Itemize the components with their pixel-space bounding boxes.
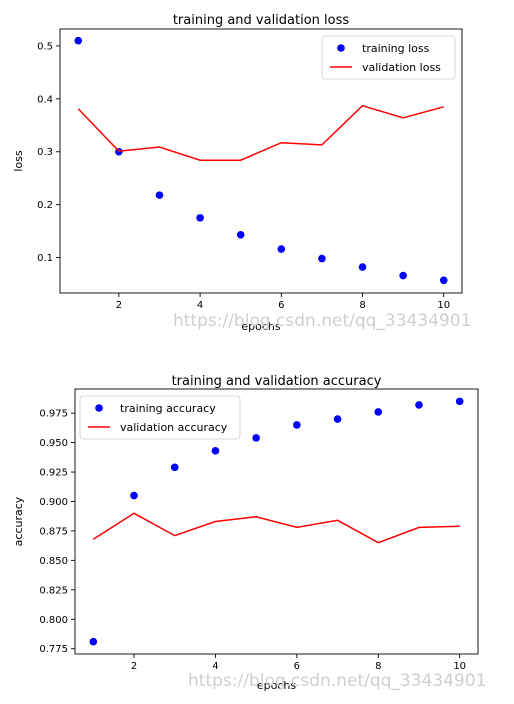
legend-box <box>79 395 241 440</box>
y-tick-label: 0.800 <box>39 615 68 626</box>
x-tick-label: 6 <box>278 300 284 311</box>
data-point <box>74 36 83 45</box>
y-tick-label: 0.1 <box>37 253 53 264</box>
data-point <box>455 397 464 406</box>
data-point <box>170 463 179 472</box>
series-line-validation-accuracy <box>92 512 460 544</box>
x-tick-label: 8 <box>359 300 365 311</box>
y-tick-label: 0.5 <box>37 41 53 52</box>
legend-dot-swatch <box>95 404 103 412</box>
x-tick-label: 10 <box>437 300 450 311</box>
data-point <box>374 408 383 416</box>
x-tick-label: 2 <box>116 300 122 311</box>
legend-dot-swatch <box>337 44 345 52</box>
legend-label: validation loss <box>362 61 441 74</box>
y-tick-label: 0.4 <box>37 94 53 105</box>
data-point <box>333 415 342 423</box>
data-point <box>89 637 98 646</box>
x-tick-label: 6 <box>294 661 300 672</box>
data-point <box>318 254 326 263</box>
data-point <box>277 245 286 253</box>
data-point <box>399 271 407 280</box>
y-tick-label: 0.925 <box>39 468 68 479</box>
x-tick-label: 2 <box>131 661 137 672</box>
plot-frame <box>59 28 463 294</box>
x-tick-label: 8 <box>375 661 381 672</box>
y-tick-label: 0.825 <box>39 585 68 596</box>
data-point <box>130 491 138 500</box>
y-tick-label: 0.850 <box>39 556 68 567</box>
data-point <box>155 191 164 199</box>
x-axis-label: epochs <box>241 320 280 333</box>
y-tick-label: 0.975 <box>39 409 68 420</box>
y-tick-label: 0.775 <box>39 644 68 655</box>
data-point <box>415 401 423 409</box>
data-point <box>236 231 245 239</box>
data-point <box>293 421 301 429</box>
watermark-text: https://blog.csdn.net/qq_33434901 <box>188 671 486 691</box>
loss-chart: training and validation loss 2 4 6 8 10 0.1 0.2… <box>12 13 463 333</box>
legend-label: validation accuracy <box>120 421 228 434</box>
y-axis-label: accuracy <box>12 496 25 546</box>
y-tick-label: 0.2 <box>37 200 53 211</box>
y-tick-label: 0.950 <box>39 438 68 449</box>
y-tick-label: 0.900 <box>39 497 68 508</box>
chart-title: training and validation accuracy <box>172 374 382 389</box>
legend-label: training accuracy <box>120 402 216 415</box>
accuracy-chart: training and validation accuracy 2 4 6 8 10 0.… <box>12 374 479 692</box>
data-point <box>358 263 367 271</box>
legend-label: training loss <box>362 42 430 55</box>
legend-box <box>321 35 456 80</box>
x-axis-label: epochs <box>257 679 296 692</box>
y-axis-label: loss <box>12 150 25 172</box>
chart-title: training and validation loss <box>173 13 350 28</box>
data-point <box>211 447 220 455</box>
y-tick-label: 0.3 <box>37 147 53 158</box>
x-tick-label: 4 <box>212 661 218 672</box>
x-tick-label: 10 <box>453 661 466 672</box>
x-tick-label: 4 <box>197 300 203 311</box>
series-line-validation-loss <box>77 104 444 161</box>
watermark-text: https://blog.csdn.net/qq_33434901 <box>173 311 471 331</box>
data-point <box>439 276 448 285</box>
data-point <box>252 434 260 442</box>
plot-frame <box>74 388 479 655</box>
data-point <box>196 214 204 222</box>
y-tick-label: 0.875 <box>39 526 68 537</box>
